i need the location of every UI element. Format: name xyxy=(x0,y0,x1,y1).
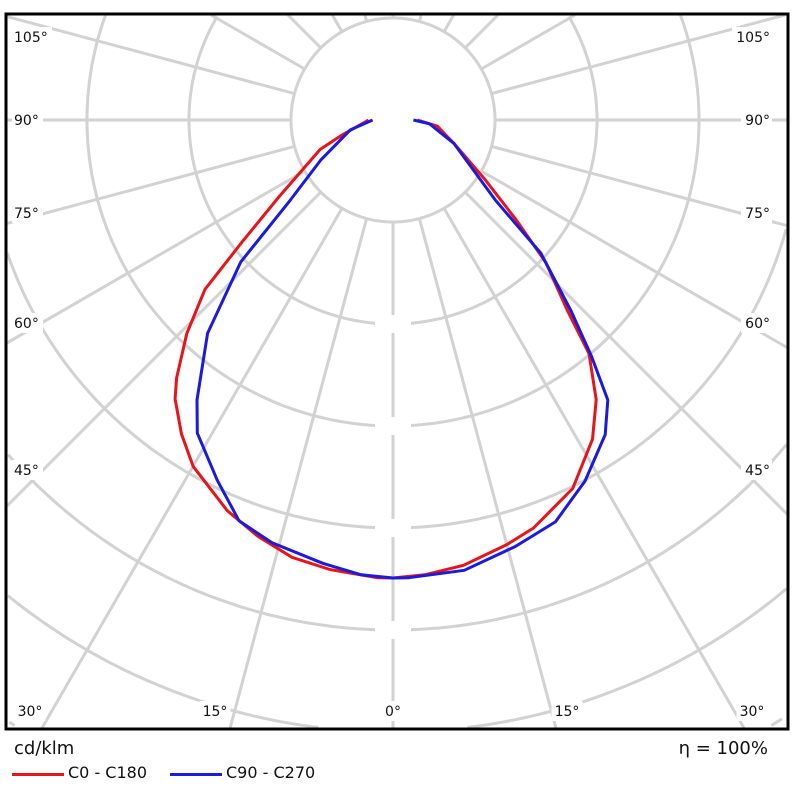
angle-label-bg xyxy=(741,203,772,223)
angle-label-bottom: 30° xyxy=(740,704,765,720)
ring-label-gap xyxy=(375,315,411,333)
chart-frame xyxy=(4,12,790,731)
angle-label-bg xyxy=(12,203,43,223)
angle-label-bg xyxy=(12,313,43,333)
ring-gridline xyxy=(85,14,701,428)
radial-gridline xyxy=(417,218,558,729)
radial-gridline xyxy=(286,13,322,49)
angle-label-left: 105° xyxy=(14,30,48,46)
ring-gridline xyxy=(6,443,788,632)
angle-label-bottom: 15° xyxy=(555,704,580,720)
angle-label-bg xyxy=(741,110,772,130)
polar-grid xyxy=(5,13,789,729)
radial-gridline xyxy=(480,169,788,349)
angle-label-bg xyxy=(12,460,43,480)
legend-swatch-c0-c180 xyxy=(12,773,64,776)
angle-label-bg xyxy=(741,313,772,333)
angle-label-bg xyxy=(12,27,52,47)
radial-gridline xyxy=(210,13,306,71)
efficiency-label: η = 100% xyxy=(678,738,768,759)
ring-gridline xyxy=(187,15,599,326)
angle-labels: 105° 105° 90° 90° 75° 75° 60° 60° 45° 45° 30° 15° 0°… xyxy=(12,27,772,721)
radial-gridline xyxy=(6,144,295,225)
angle-label-left: 90° xyxy=(14,113,39,129)
angle-label-right: 60° xyxy=(745,316,770,332)
angle-label-right: 90° xyxy=(745,113,770,129)
legend-label-c0-c180: C0 - C180 xyxy=(68,763,148,782)
angle-label-bg xyxy=(741,460,772,480)
radial-gridline xyxy=(464,13,500,49)
legend-swatch-c90-c270 xyxy=(170,773,222,776)
ring-label-gap xyxy=(375,519,411,537)
radial-gridline xyxy=(491,144,788,228)
radial-gridline xyxy=(491,13,786,96)
radial-gridline xyxy=(6,169,306,345)
radial-gridline xyxy=(40,207,344,729)
unit-label: cd/klm xyxy=(14,738,75,759)
radial-gridline xyxy=(228,218,369,729)
angle-label-left: 60° xyxy=(14,316,39,332)
series-curve-0 xyxy=(173,118,598,580)
angle-label-right: 45° xyxy=(745,463,770,479)
ring-gridline xyxy=(6,587,788,729)
angle-label-left: 75° xyxy=(14,206,39,222)
angle-label-bottom: 30° xyxy=(18,704,43,720)
angle-label-right: 75° xyxy=(745,206,770,222)
angle-label-bg xyxy=(551,701,583,721)
radial-gridline xyxy=(5,191,322,508)
angle-label-bg xyxy=(14,701,46,721)
angle-label-bottom: 0° xyxy=(385,704,401,720)
ring-label-gap xyxy=(375,417,411,435)
series-curve-1 xyxy=(195,118,610,580)
angle-label-bottom: 15° xyxy=(203,704,228,720)
curves xyxy=(173,118,610,580)
ring-label-gap xyxy=(375,621,411,639)
radial-gridline xyxy=(442,207,746,729)
radial-gridline xyxy=(480,13,576,71)
radial-gridline xyxy=(331,14,344,33)
angle-label-right: 105° xyxy=(736,30,770,46)
ring-gridline xyxy=(289,16,497,224)
angle-label-left: 45° xyxy=(14,463,39,479)
ring-gridline xyxy=(8,717,783,727)
legend-label-c90-c270: C90 - C270 xyxy=(226,763,316,782)
angle-label-bg xyxy=(382,701,404,721)
angle-label-bg xyxy=(736,701,768,721)
radial-gridline xyxy=(6,15,295,96)
angle-label-bg xyxy=(199,701,231,721)
radial-gridline xyxy=(464,191,789,516)
angle-label-bg xyxy=(12,110,43,130)
radial-gridline xyxy=(442,14,455,33)
angle-label-bg xyxy=(732,27,772,47)
